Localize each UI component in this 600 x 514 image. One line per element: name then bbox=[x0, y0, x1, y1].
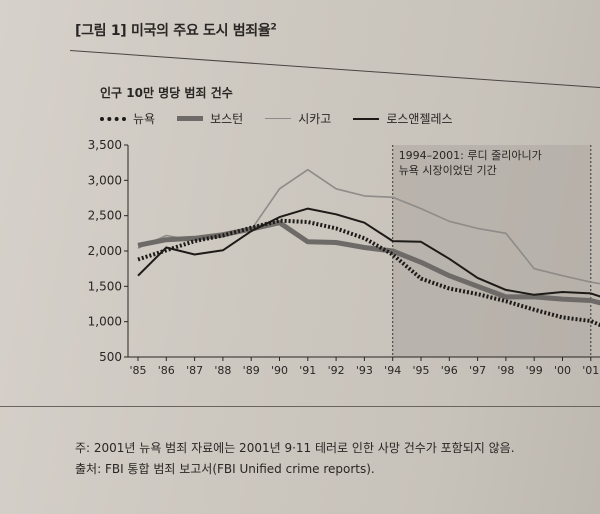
x-tick-label: '88 bbox=[214, 364, 231, 377]
unit-label: 인구 10만 명당 범죄 건수 bbox=[100, 86, 233, 100]
series-line-0 bbox=[137, 218, 600, 328]
figure-notes: 주: 2001년 뉴욕 범죄 자료에는 2001년 9·11 테러로 인한 사망… bbox=[75, 438, 515, 480]
x-tick-label: '93 bbox=[356, 364, 373, 377]
legend-swatch-los-angeles bbox=[353, 117, 380, 120]
chart-legend: 뉴욕 보스턴 시카고 로스앤젤레스 bbox=[100, 110, 453, 127]
y-tick-label: 3,000 bbox=[88, 173, 122, 187]
legend-label-los-angeles: 로스앤젤레스 bbox=[386, 112, 453, 126]
x-tick-label: '95 bbox=[412, 364, 429, 377]
legend-label-boston: 보스턴 bbox=[210, 112, 244, 126]
x-tick-label: '86 bbox=[158, 364, 175, 377]
x-tick-label: '98 bbox=[497, 364, 514, 377]
x-tick-label: '97 bbox=[469, 364, 486, 377]
legend-swatch-boston bbox=[177, 116, 204, 121]
y-tick-label: 2,500 bbox=[88, 209, 122, 223]
legend-item-los-angeles: 로스앤젤레스 bbox=[353, 110, 453, 127]
y-tick-label: 1,500 bbox=[88, 279, 122, 293]
y-tick-label: 3,500 bbox=[88, 138, 122, 152]
legend-swatch-chicago bbox=[265, 118, 292, 119]
legend-item-boston: 보스턴 bbox=[177, 110, 243, 127]
x-tick-label: '99 bbox=[526, 364, 543, 377]
legend-swatch-new-york bbox=[100, 116, 126, 121]
x-tick-label: '96 bbox=[441, 364, 458, 377]
x-tick-label: '01 bbox=[582, 364, 599, 377]
shaded-period-label-line2: 뉴욕 시장이었던 기간 bbox=[399, 164, 497, 177]
y-tick-label: 500 bbox=[99, 350, 122, 364]
y-tick-label: 2,000 bbox=[88, 244, 122, 258]
shaded-period-label-line1: 1994–2001: 루디 줄리아니가 bbox=[399, 149, 542, 162]
legend-label-chicago: 시카고 bbox=[298, 112, 332, 126]
x-tick-label: '87 bbox=[186, 364, 203, 377]
figure-title: [그림 1] 미국의 주요 도시 범죄율2 bbox=[75, 20, 277, 40]
x-tick-label: '90 bbox=[271, 364, 288, 377]
series-line-3 bbox=[137, 207, 600, 298]
y-tick-label: 1,000 bbox=[88, 315, 122, 329]
note-text: 주: 2001년 뉴욕 범죄 자료에는 2001년 9·11 테러로 인한 사망… bbox=[75, 441, 515, 455]
x-tick-label: '91 bbox=[299, 364, 316, 377]
source-text: 출처: FBI 통합 범죄 보고서(FBI Unified crime repo… bbox=[75, 462, 375, 476]
shaded-period-band bbox=[392, 145, 591, 357]
legend-label-new-york: 뉴욕 bbox=[133, 112, 156, 126]
x-tick-label: '89 bbox=[243, 364, 260, 377]
x-tick-label: '85 bbox=[129, 364, 146, 377]
x-tick-label: '94 bbox=[384, 364, 401, 377]
bottom-rule bbox=[0, 406, 600, 407]
x-tick-label: '92 bbox=[328, 364, 345, 377]
legend-item-chicago: 시카고 bbox=[265, 110, 331, 127]
x-tick-label: '00 bbox=[554, 364, 571, 377]
figure-title-text: [그림 1] 미국의 주요 도시 범죄율 bbox=[75, 23, 271, 39]
legend-item-new-york: 뉴욕 bbox=[100, 110, 155, 127]
footnote-marker: 2 bbox=[270, 22, 277, 33]
